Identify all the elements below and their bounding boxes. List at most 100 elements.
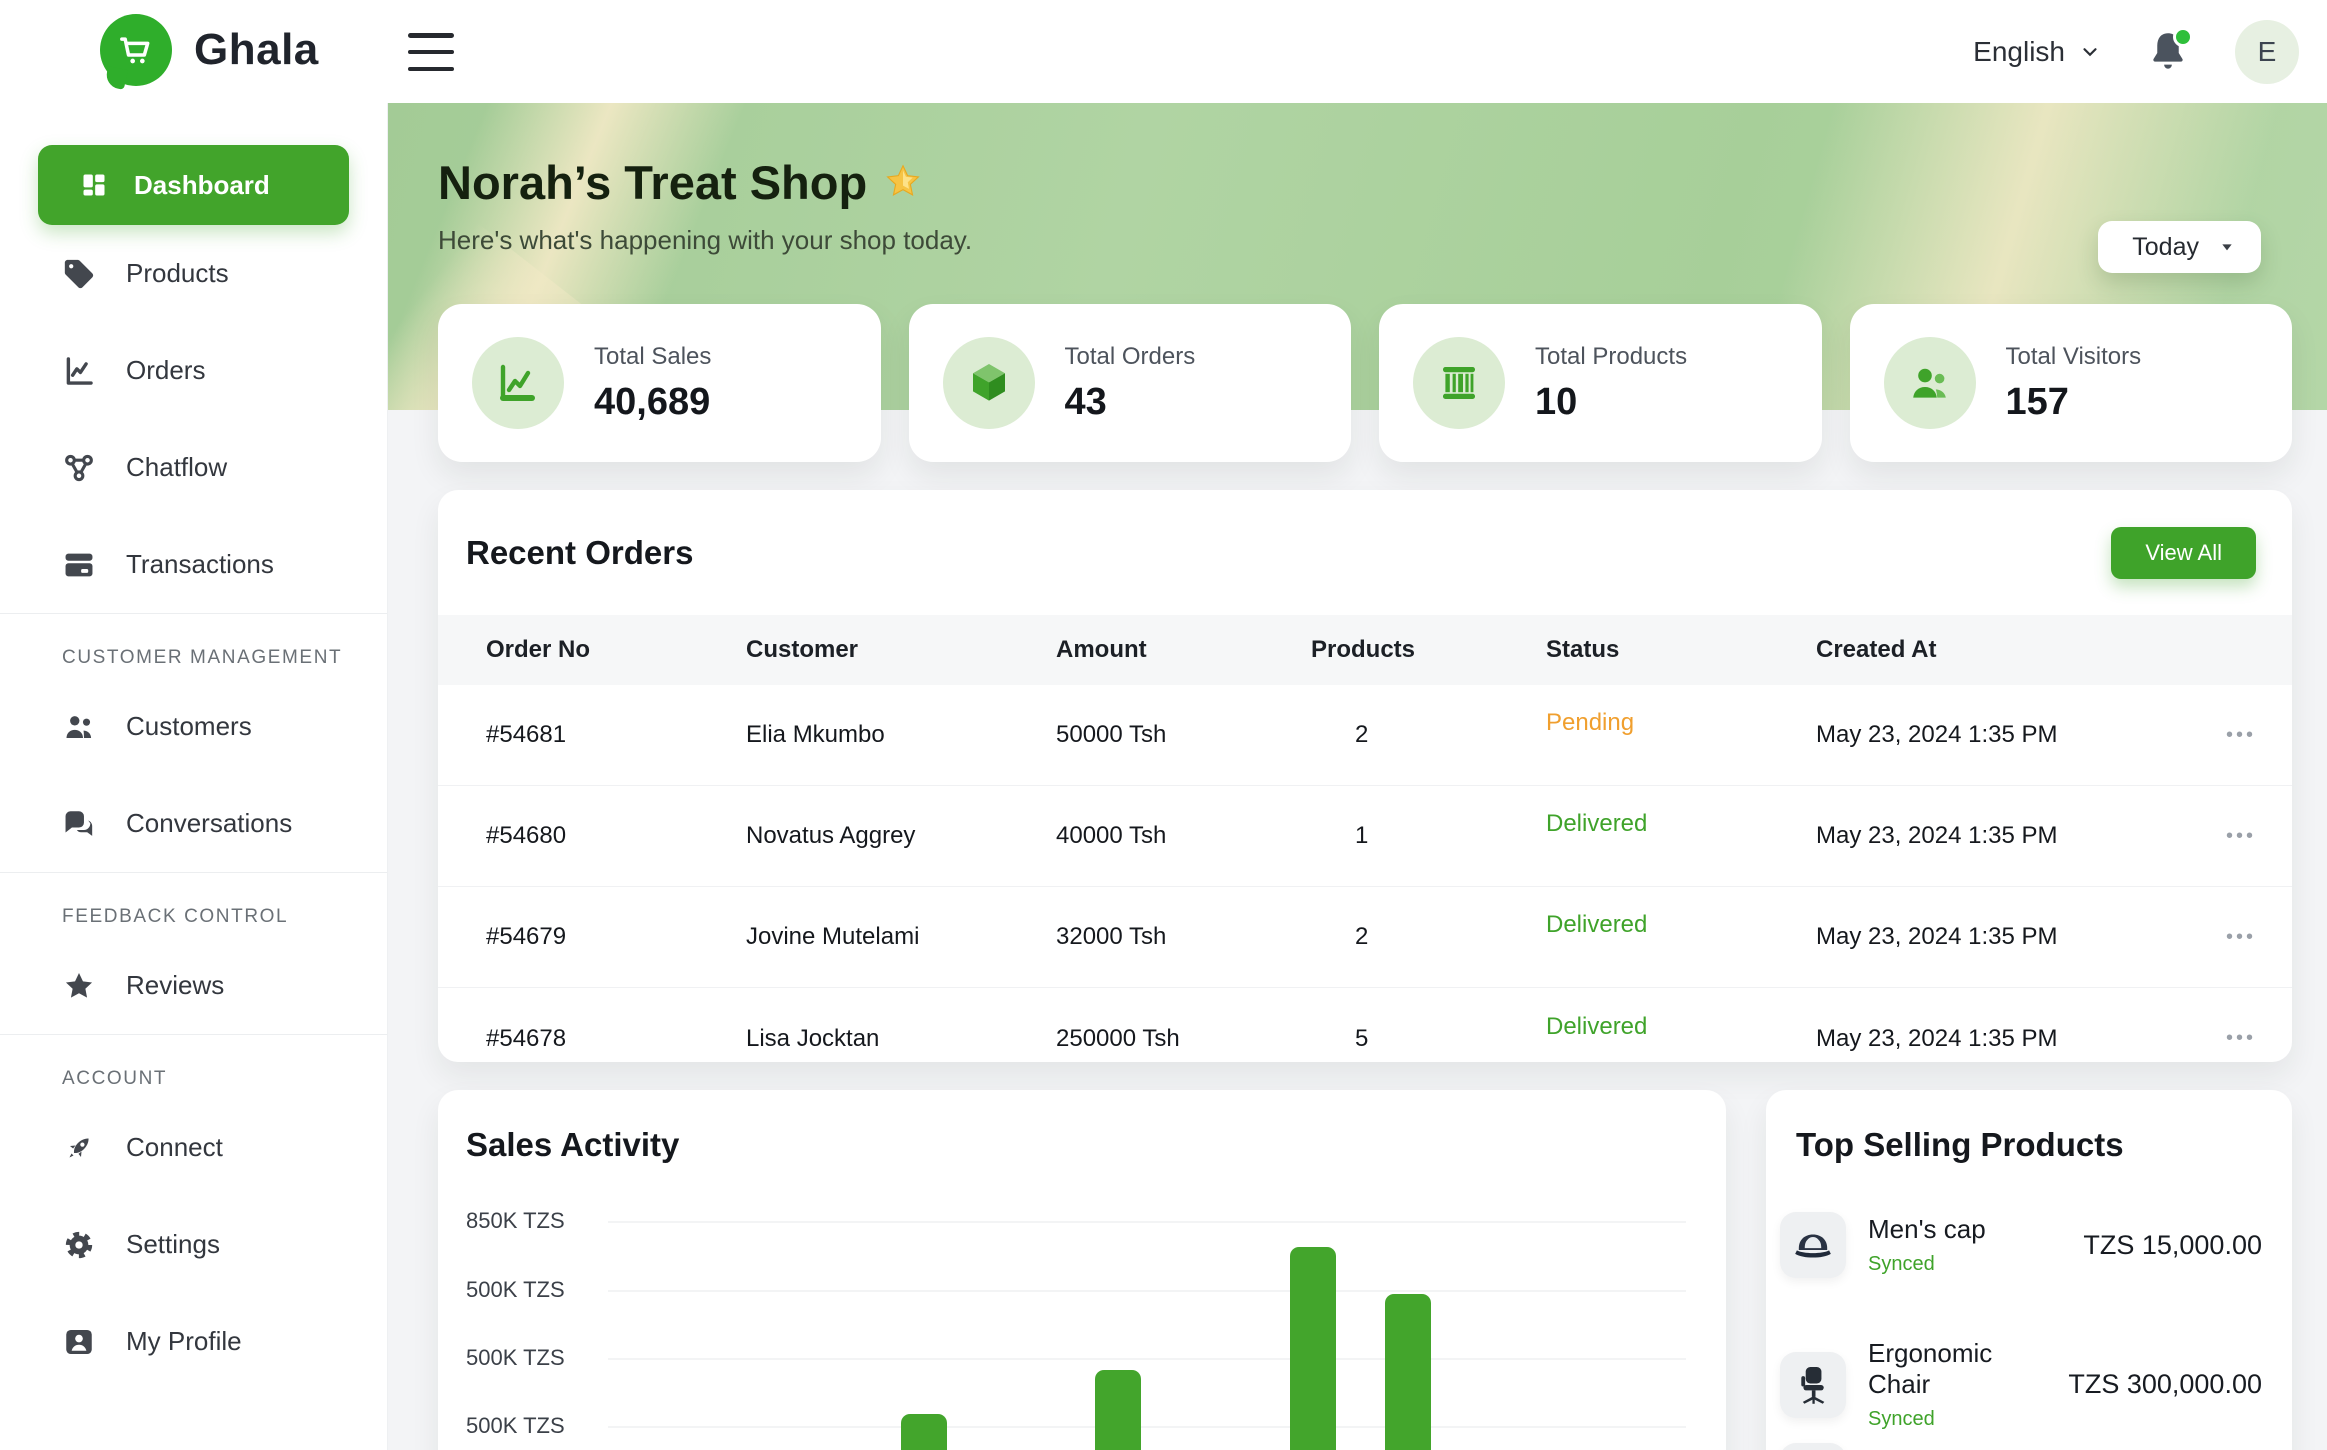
hamburger-menu-icon[interactable] [408, 33, 454, 71]
col-status: Status [1546, 636, 1620, 663]
product-name: Ergonomic Chair [1868, 1338, 1993, 1399]
orders-table-header: Order No Customer Amount Products Status… [438, 615, 2292, 685]
tag-icon [64, 259, 94, 288]
product-name: Men's cap [1868, 1214, 1986, 1244]
gear-icon [65, 1231, 93, 1258]
sidebar-section-account: ACCOUNT [62, 1068, 168, 1089]
status-badge: Delivered [1546, 810, 1648, 837]
notifications-button[interactable] [2145, 26, 2193, 75]
col-amount: Amount [1056, 636, 1147, 663]
view-all-button[interactable]: View All [2111, 526, 2256, 579]
hub-icon [65, 454, 93, 481]
chart-bar[interactable] [901, 1414, 947, 1450]
cart-bubble-icon [100, 14, 172, 86]
sidebar-divider [0, 872, 387, 873]
sidebar-item-my-profile[interactable]: My Profile [0, 1293, 387, 1390]
stat-card-total-products[interactable]: Total Products 10 [1379, 304, 1822, 462]
chart-gridline [608, 1290, 1686, 1292]
visitors-people-icon [1883, 337, 1976, 429]
sidebar-item-conversations[interactable]: Conversations [0, 775, 387, 872]
col-order-no: Order No [486, 636, 591, 663]
sidebar-item-reviews[interactable]: Reviews [0, 937, 387, 1034]
barcode-icon [1413, 337, 1505, 429]
sidebar-item-customers[interactable]: Customers [0, 678, 387, 775]
sidebar-item-products[interactable]: Products [0, 225, 387, 322]
brand-logo[interactable]: Ghala [100, 14, 319, 86]
stat-card-total-sales[interactable]: Total Sales 40,689 [438, 304, 881, 462]
row-actions-menu[interactable]: ••• [2226, 925, 2257, 948]
stat-value: 157 [2005, 380, 2069, 423]
table-row[interactable]: #54678 Lisa Jocktan 250000 Tsh 5 Deliver… [438, 988, 2292, 1062]
sidebar-section-customer-management: CUSTOMER MANAGEMENT [62, 647, 343, 668]
stat-card-total-orders[interactable]: Total Orders 43 [908, 304, 1351, 462]
cube-icon [942, 337, 1035, 429]
sales-activity-panel: Sales Activity 850K TZS 500K TZS 500K TZ… [438, 1090, 1726, 1450]
chart-line-icon [66, 356, 93, 385]
y-axis-tick: 500K TZS [466, 1277, 565, 1302]
sidebar-item-dashboard[interactable]: Dashboard [38, 145, 349, 225]
product-image [1780, 1443, 1846, 1450]
stat-value: 10 [1535, 380, 1578, 423]
chair-image [1780, 1351, 1846, 1418]
cap-image [1780, 1212, 1846, 1278]
y-axis-tick: 500K TZS [466, 1413, 565, 1438]
col-customer: Customer [746, 636, 859, 663]
sidebar-item-orders[interactable]: Orders [0, 322, 387, 419]
chart-bar[interactable] [1095, 1370, 1141, 1450]
people-icon [66, 715, 92, 738]
period-dropdown[interactable]: Today [2098, 221, 2261, 273]
sidebar-section-feedback-control: FEEDBACK CONTROL [62, 906, 289, 927]
row-actions-menu[interactable]: ••• [2226, 1027, 2257, 1049]
stat-label: Total Orders [1064, 342, 1196, 370]
dropdown-caret-icon [2222, 244, 2232, 251]
sync-status: Synced [1868, 1253, 1935, 1275]
status-badge: Pending [1546, 709, 1635, 736]
chart-bar[interactable] [1385, 1294, 1431, 1450]
header-actions: English E [1973, 0, 2299, 103]
sales-chart-icon [472, 337, 564, 429]
avatar[interactable]: E [2235, 19, 2299, 84]
sidebar-item-transactions[interactable]: Transactions [0, 516, 387, 613]
list-item-product[interactable] [1780, 1443, 2278, 1450]
sidebar-item-connect[interactable]: Connect [0, 1099, 387, 1196]
chart-bar[interactable] [1290, 1247, 1336, 1450]
sales-activity-title: Sales Activity [466, 1126, 680, 1163]
stat-value: 40,689 [594, 380, 711, 423]
stat-value: 43 [1064, 380, 1107, 423]
sidebar: Dashboard Products Orders Chatflow [0, 103, 388, 1450]
col-created-at: Created At [1816, 636, 1937, 663]
list-item-product[interactable]: Men's cap Synced TZS 15,000.00 [1780, 1212, 2278, 1278]
table-row[interactable]: #54679 Jovine Mutelami 32000 Tsh 2 Deliv… [438, 887, 2292, 988]
stat-label: Total Visitors [2005, 342, 2142, 370]
sidebar-item-settings[interactable]: Settings [0, 1196, 387, 1293]
stat-card-total-visitors[interactable]: Total Visitors 157 [1849, 304, 2292, 462]
row-actions-menu[interactable]: ••• [2226, 824, 2257, 847]
row-actions-menu[interactable]: ••• [2226, 723, 2257, 746]
table-row[interactable]: #54680 Novatus Aggrey 40000 Tsh 1 Delive… [438, 786, 2292, 887]
sync-status: Synced [1868, 1408, 1935, 1430]
language-selector[interactable]: English [1973, 36, 2101, 68]
profile-badge-icon [66, 1329, 92, 1354]
notification-dot [2173, 26, 2193, 47]
brand-name: Ghala [194, 25, 319, 74]
shop-title: Norah’s Treat Shop [438, 155, 925, 210]
chart-gridline [608, 1358, 1686, 1360]
dashboard-grid-icon [83, 174, 105, 196]
product-price: TZS 300,000.00 [2068, 1369, 2262, 1399]
stat-label: Total Products [1535, 342, 1688, 370]
sidebar-divider [0, 1034, 387, 1035]
status-badge: Delivered [1546, 1012, 1648, 1040]
shop-subtitle: Here's what's happening with your shop t… [438, 225, 973, 255]
sidebar-item-chatflow[interactable]: Chatflow [0, 419, 387, 516]
y-axis-tick: 850K TZS [466, 1208, 565, 1233]
recent-orders-title: Recent Orders [466, 533, 694, 571]
top-header: Ghala English E [0, 0, 2327, 103]
status-badge: Delivered [1546, 911, 1648, 938]
list-item-product[interactable]: Ergonomic Chair Synced TZS 300,000.00 [1780, 1338, 2278, 1431]
table-row[interactable]: #54681 Elia Mkumbo 50000 Tsh 2 Pending M… [438, 685, 2292, 786]
chat-bubbles-icon [65, 810, 93, 836]
sidebar-divider [0, 613, 387, 614]
chevron-down-icon [2083, 47, 2097, 56]
glowing-star-emoji-icon [886, 163, 920, 196]
